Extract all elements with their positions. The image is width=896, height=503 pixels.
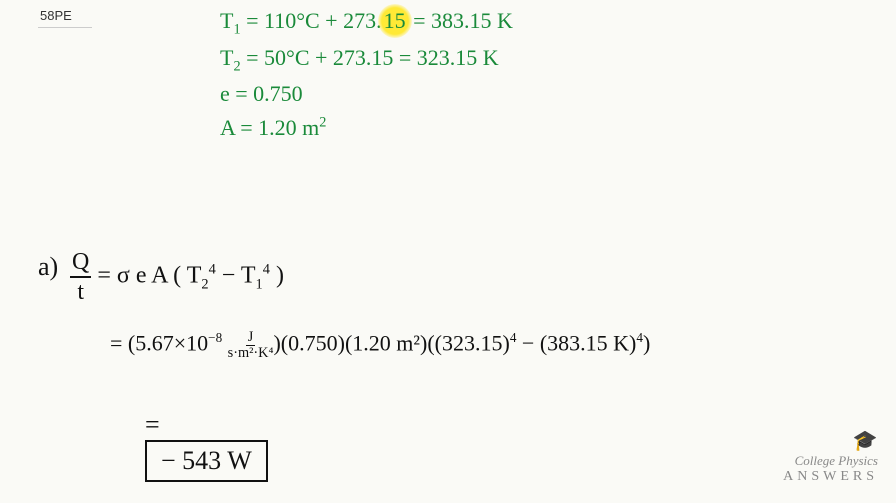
- exp4b: 4: [263, 262, 270, 278]
- qt-fraction: Q t: [70, 250, 91, 304]
- given-t1: T1 = 110°C + 273.15 = 383.15 K: [220, 4, 513, 41]
- grad-cap-icon: 🎓: [783, 428, 878, 453]
- t1-symbol: T: [220, 8, 233, 33]
- line2-mid: )(0.750)(1.20 m²)((323.15): [273, 330, 509, 355]
- t2-expr: = 50°C + 273.15 = 323.15 K: [246, 45, 499, 70]
- boxed-answer: − 543 W: [145, 440, 268, 482]
- rhs-start: = σ e A ( T: [97, 263, 201, 289]
- given-t2: T2 = 50°C + 273.15 = 323.15 K: [220, 41, 513, 78]
- exp4a: 4: [209, 262, 216, 278]
- close-paren: ): [270, 263, 284, 289]
- t2-sub: 2: [233, 58, 240, 74]
- frac-num: Q: [70, 250, 91, 278]
- line2-mid2: − (383.15 K): [516, 330, 636, 355]
- t1-result: = 383.15 K: [413, 8, 513, 33]
- t1-subscript: 1: [256, 276, 263, 292]
- sigma-units: J s·m²·K⁴: [228, 330, 274, 360]
- area-val: = 1.20 m: [240, 115, 319, 140]
- given-emissivity: e = 0.750: [220, 77, 513, 111]
- substitution-line: = (5.67×10−8 J s·m²·K⁴ )(0.750)(1.20 m²)…: [110, 330, 650, 360]
- part-label: a): [38, 252, 58, 282]
- area-symbol: A: [220, 115, 235, 140]
- brand-line2: ANSWERS: [783, 469, 878, 485]
- line2-end: ): [643, 330, 650, 355]
- minus-t1: − T: [216, 263, 256, 289]
- line2-start: = (5.67×10: [110, 330, 208, 355]
- unit-bot: s·m²·K⁴: [228, 346, 274, 360]
- emiss-val: = 0.750: [235, 81, 302, 106]
- problem-label: 58PE: [38, 6, 92, 28]
- answer-line: = − 543 W: [145, 410, 284, 482]
- brand-line1: College Physics: [783, 453, 878, 469]
- line2-exp: −8: [208, 330, 222, 345]
- solution-work: a) Q t = σ e A ( T24 − T14 ) = (5.67×10−…: [70, 250, 284, 304]
- given-area: A = 1.20 m2: [220, 111, 513, 145]
- brand-logo: 🎓 College Physics ANSWERS: [783, 428, 878, 485]
- highlight-15: 15: [378, 4, 412, 38]
- t1-sub: 1: [233, 21, 240, 37]
- equals-answer: =: [145, 410, 160, 439]
- t2-subscript: 2: [201, 276, 208, 292]
- given-values: T1 = 110°C + 273.15 = 383.15 K T2 = 50°C…: [220, 4, 513, 145]
- emiss-symbol: e: [220, 81, 230, 106]
- t1-expr: = 110°C + 273.: [246, 8, 381, 33]
- frac-den: t: [77, 278, 84, 304]
- t2-symbol: T: [220, 45, 233, 70]
- line2-p4b: 4: [636, 330, 643, 345]
- area-exp: 2: [319, 115, 326, 131]
- unit-top: J: [246, 330, 256, 345]
